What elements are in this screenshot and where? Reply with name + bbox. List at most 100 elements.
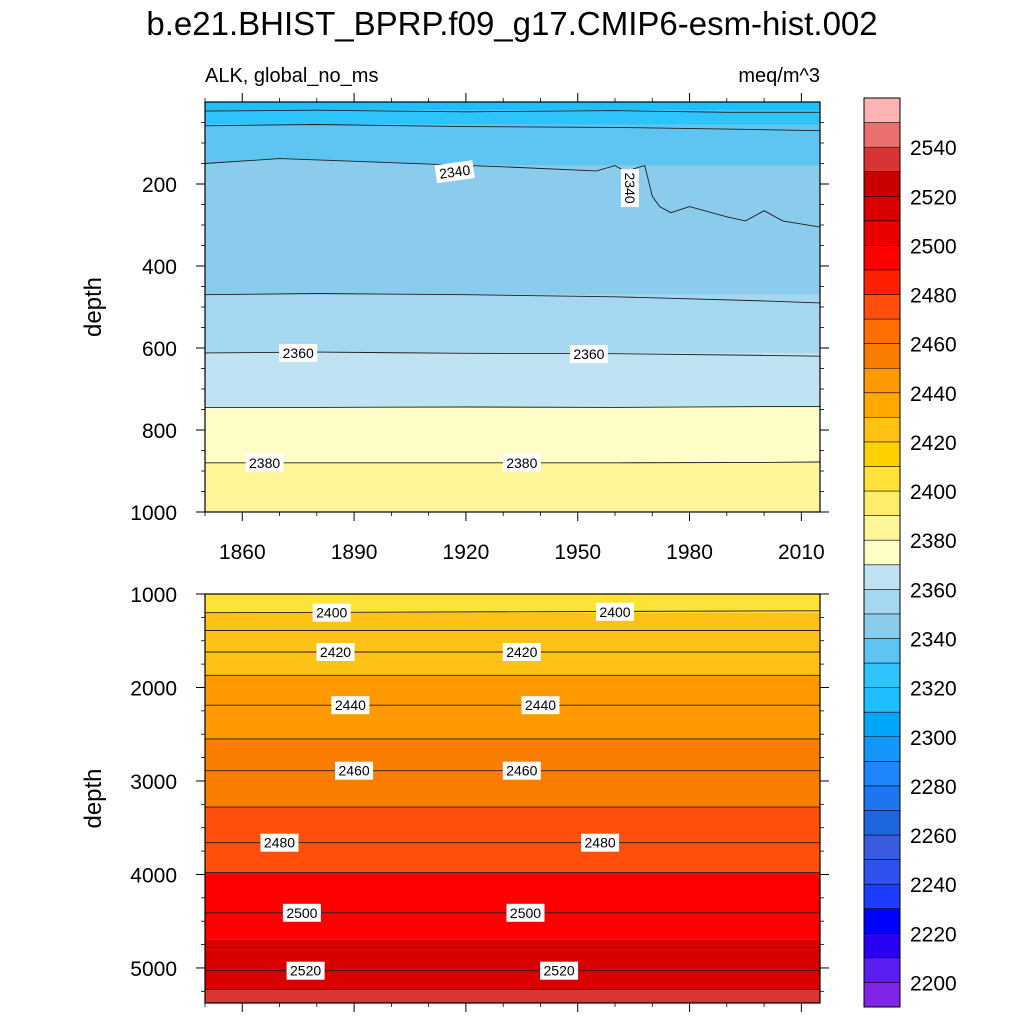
colorbar-label: 2400 — [910, 481, 957, 504]
contour-line — [205, 158, 820, 228]
lower-panel: 2400 2400 2420 2420 2440 2440 2460 2460 2480 2480… — [80, 584, 829, 1012]
y-tick-label: 1000 — [130, 502, 177, 525]
colorbar-swatch — [864, 98, 900, 123]
contour-label-text: 2520 — [290, 963, 321, 979]
colorbar-swatch — [864, 220, 900, 246]
colorbar-swatch — [864, 810, 900, 836]
contour-label-text: 2460 — [506, 763, 537, 779]
colorbar-swatch — [864, 122, 900, 148]
colorbar: 2540 2520 2500 2480 2460 2440 2420 2400 2380 2360… — [863, 97, 957, 1008]
contour-label-box — [335, 761, 374, 780]
contour-label-box — [620, 169, 639, 208]
subtitle-right: meq/m^3 — [738, 65, 820, 87]
contour-label-box — [581, 833, 620, 852]
contour-label-box — [502, 643, 541, 661]
contour-line — [205, 293, 820, 304]
contour-label: 2360 — [279, 343, 318, 362]
colorbar-swatch — [864, 957, 900, 983]
contour-label: 2520 — [540, 961, 579, 980]
contour-label-box — [245, 453, 284, 472]
contour-label-text: 2520 — [544, 963, 575, 979]
contour-label-box — [569, 345, 608, 364]
colorbar-swatch — [864, 196, 900, 222]
contour-label-text: 2460 — [339, 763, 370, 779]
contour-label: 2500 — [282, 903, 321, 922]
contour-label-text: 2340 — [622, 173, 638, 204]
colorbar-label: 2280 — [910, 776, 957, 799]
plot-frame — [204, 593, 821, 1004]
colorbar-label: 2300 — [910, 727, 957, 750]
contour-band — [205, 124, 820, 166]
colorbar-swatch — [864, 269, 900, 295]
colorbar-swatch — [864, 712, 900, 738]
contour-line — [205, 109, 820, 113]
colorbar-swatch — [864, 736, 900, 762]
contour-line — [205, 406, 820, 408]
y-tick-label: 200 — [142, 174, 177, 197]
colorbar-swatch — [864, 908, 900, 934]
y-tick-label: 1000 — [130, 584, 177, 607]
contour-label-box — [312, 603, 351, 622]
colorbar-swatch — [864, 392, 900, 418]
colorbar-swatch — [864, 638, 900, 664]
contour-label-box — [502, 453, 541, 472]
colorbar-swatch — [864, 761, 900, 787]
upper-panel: 2340 2340 2360 2360 2380 2380 200 400 600 800 1000… — [80, 93, 829, 564]
y-axis-label: depth — [80, 768, 107, 828]
colorbar-label: 2480 — [910, 285, 957, 308]
x-tick-label: 1860 — [219, 541, 266, 564]
contour-label-box — [540, 961, 579, 980]
colorbar-label: 2520 — [910, 186, 957, 209]
contour-band — [205, 294, 820, 353]
colorbar-swatch — [864, 933, 900, 959]
colorbar-swatch — [864, 466, 900, 492]
contour-label: 2360 — [569, 345, 608, 364]
contour-label: 2440 — [331, 696, 370, 715]
contour-label: 2400 — [596, 602, 634, 621]
colorbar-label: 2380 — [910, 530, 957, 553]
colorbar-swatch — [864, 491, 900, 516]
contour-label: 2500 — [506, 903, 545, 922]
contour-band — [205, 102, 820, 111]
x-tick-label: 1950 — [554, 541, 601, 564]
y-axis-label: depth — [80, 277, 107, 337]
colorbar-swatch — [864, 171, 900, 197]
contour-label-box — [434, 160, 475, 184]
colorbar-swatch — [864, 859, 900, 885]
colorbar-label: 2420 — [910, 432, 957, 455]
contour-label: 2420 — [502, 643, 541, 661]
x-tick-label: 2010 — [778, 541, 825, 564]
contour-band — [205, 675, 820, 739]
colorbar-label: 2320 — [910, 678, 957, 701]
contour-label-box — [279, 343, 318, 362]
contour-label-box — [316, 643, 355, 661]
contour-label: 2440 — [521, 696, 560, 715]
contour-label-box — [260, 833, 299, 852]
colorbar-label: 2240 — [910, 874, 957, 897]
contour-band — [205, 110, 820, 125]
plot-area: 2340 2340 2360 2360 2380 2380 — [205, 102, 820, 512]
contour-label: 2480 — [260, 833, 299, 852]
contour-label-box — [502, 761, 541, 780]
contour-band — [205, 807, 820, 873]
y-tick-label: 400 — [142, 256, 177, 279]
x-tick-label: 1890 — [331, 541, 378, 564]
contour-label: 2520 — [286, 961, 325, 980]
y-tick-label: 3000 — [130, 771, 177, 794]
contour-label-text: 2480 — [585, 835, 616, 851]
contour-label: 2340 — [434, 160, 475, 184]
contour-label-text: 2500 — [510, 905, 541, 921]
contour-label-text: 2400 — [316, 605, 347, 621]
y-tick-label: 4000 — [130, 864, 177, 887]
x-tick-label: 1980 — [666, 541, 713, 564]
contour-label-box — [331, 696, 370, 715]
contour-label-text: 2440 — [335, 697, 366, 713]
contour-label-text: 2480 — [264, 835, 295, 851]
colorbar-frame — [863, 97, 901, 1008]
contour-label: 2380 — [245, 453, 284, 472]
contour-line — [205, 124, 820, 132]
colorbar-swatch — [864, 982, 900, 1008]
contour-label-box — [506, 903, 545, 922]
colorbar-swatch — [864, 245, 900, 271]
